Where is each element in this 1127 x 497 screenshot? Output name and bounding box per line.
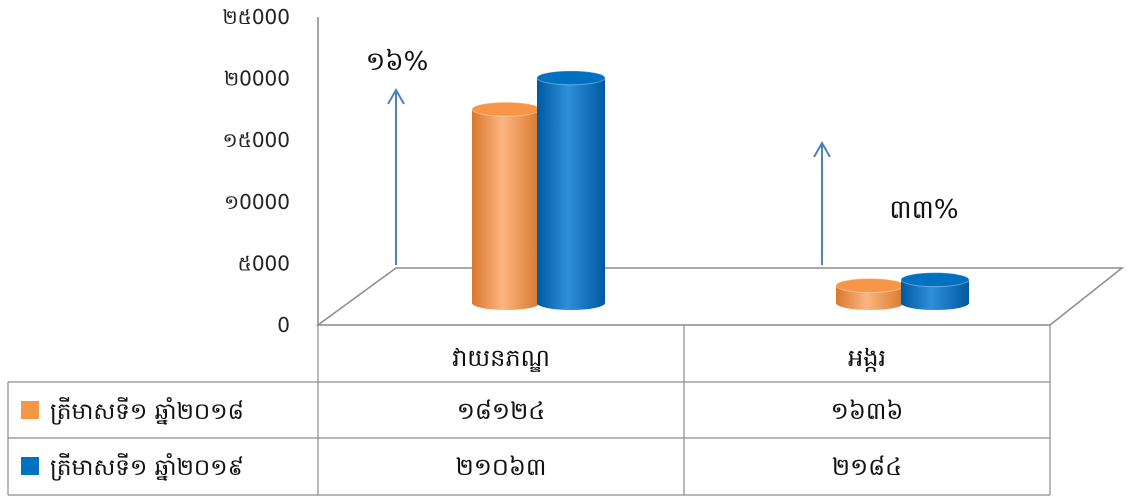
growth-arrow — [813, 140, 831, 265]
growth-arrow — [387, 87, 405, 265]
y-tick-label: ២៥000 — [223, 5, 290, 29]
bar — [835, 278, 905, 310]
data-label: ១៨១២៤ — [457, 397, 545, 425]
y-tick-label: ២0000 — [224, 67, 290, 91]
category-label-1: អង្ករ — [848, 344, 886, 372]
data-label: ១៦៣៦ — [831, 397, 904, 425]
data-table: វាយនភណ្ឌ អង្ករ ត្រីមាសទី១ ឆ្នាំ២០១៨ ត្រី… — [7, 325, 1051, 496]
y-tick-label: 0 — [277, 313, 290, 337]
legend-label-series-2: ត្រីមាសទី១ ឆ្នាំ២០១៩ — [50, 453, 244, 481]
y-tick-label: ១៥000 — [223, 128, 290, 152]
chart-floor — [315, 267, 1125, 326]
y-axis-ticks: 0 ៥000 ១0000 ១៥000 ២0000 ២៥000 — [223, 5, 290, 337]
legend-swatch-series-1 — [21, 401, 39, 419]
legend-label-series-1: ត្រីមាសទី១ ឆ្នាំ២០១៨ — [50, 397, 244, 425]
annotation-label: ៣៣% — [889, 195, 958, 225]
annotation-label: ១៦% — [366, 47, 429, 77]
y-tick-label: ១0000 — [224, 190, 290, 214]
legend-swatch-series-2 — [21, 457, 39, 475]
data-label: ២១០៦៣ — [456, 453, 547, 481]
bars — [471, 70, 970, 310]
chart-frame — [315, 17, 1125, 326]
growth-arrows — [387, 87, 831, 265]
category-label-0: វាយនភណ្ឌ — [452, 344, 550, 372]
bar — [900, 272, 970, 310]
bar — [471, 101, 541, 310]
bar — [536, 70, 606, 310]
annotations: ១៦% ៣៣% — [366, 47, 959, 225]
data-label: ២១៨៤ — [832, 453, 902, 481]
y-tick-label: ៥000 — [238, 251, 290, 275]
